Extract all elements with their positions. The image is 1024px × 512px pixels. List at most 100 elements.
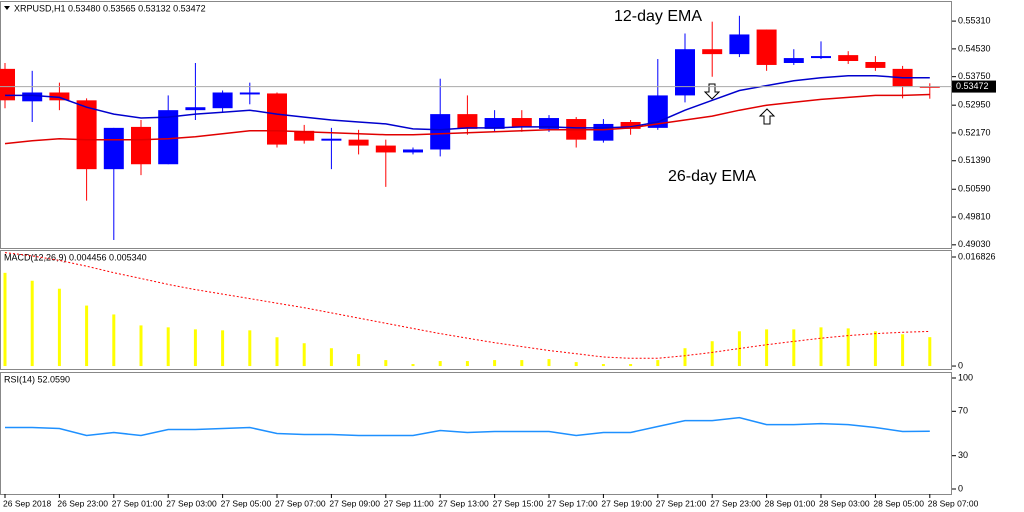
macd-bar (248, 330, 252, 367)
y-tick-label: 0 (958, 360, 963, 370)
macd-bar (438, 361, 442, 367)
macd-bar (574, 362, 578, 367)
panel-title: MACD(12,26,9) 0.004456 0.005340 (4, 252, 147, 262)
candle-body (484, 118, 505, 129)
ema-line (5, 74, 930, 131)
ema-line (4, 93, 930, 145)
macd-bar (384, 360, 388, 367)
y-tick-label: 0.52170 (958, 127, 991, 137)
x-tick-label: 28 Sep 01:00 (765, 498, 816, 508)
candle-body (103, 127, 124, 170)
x-tick-label: 27 Sep 21:00 (656, 498, 707, 508)
x-tick-label: 27 Sep 09:00 (329, 498, 380, 508)
y-tick-label: 100 (958, 372, 973, 382)
last-price-box (952, 80, 996, 93)
y-tick-label: 0.55310 (958, 15, 991, 25)
macd-bar (221, 330, 225, 367)
candle-body (539, 118, 559, 129)
annotation: 26-day EMA (668, 168, 756, 185)
signal-line (4, 252, 930, 359)
macd-bar (357, 354, 361, 367)
candle-body (675, 49, 695, 96)
price-panel (0, 1, 952, 249)
candle-body (294, 130, 315, 141)
menu-triangle[interactable] (4, 6, 10, 10)
x-tick-label: 27 Sep 07:00 (275, 498, 326, 508)
y-tick-label: 30 (958, 450, 968, 460)
candle-body (457, 114, 478, 129)
candle-body (620, 121, 641, 129)
macd-bar (493, 360, 497, 367)
y-tick-label: 0.54530 (958, 43, 991, 53)
macd-bar (547, 359, 551, 367)
macd-panel (0, 250, 952, 370)
candle-body (0, 68, 15, 101)
rsi-line (5, 416, 930, 437)
rsi-panel (0, 372, 952, 495)
candle-body (267, 93, 287, 145)
down-arrow (703, 83, 721, 100)
candle-body (811, 56, 831, 59)
x-tick-label: 27 Sep 15:00 (493, 498, 544, 508)
candle-body (593, 123, 614, 141)
macd-bar (873, 331, 877, 367)
candle-body (702, 49, 723, 55)
candle-body (185, 107, 206, 111)
macd-bar (792, 329, 796, 367)
macd-bar (57, 288, 61, 367)
y-tick-label: 0.49030 (958, 239, 991, 249)
y-tick-label: 0.52950 (958, 100, 991, 110)
candle-body (212, 92, 233, 109)
x-tick-label: 28 Sep 03:00 (819, 498, 870, 508)
candle-body (131, 126, 151, 165)
candle-body (76, 100, 97, 170)
macd-bar (846, 328, 850, 367)
last-price-label: 0.53472 (956, 81, 989, 91)
candle-body (729, 34, 750, 55)
x-tick-label: 28 Sep 07:00 (928, 498, 979, 508)
macd-bar (901, 334, 905, 367)
macd-bar (112, 314, 116, 367)
candle-body (838, 55, 859, 61)
macd-bar (85, 305, 89, 367)
macd-bar (193, 329, 197, 367)
candle-body (22, 92, 43, 102)
candle-body (375, 145, 396, 153)
candle-body (321, 138, 342, 141)
macd-bar (683, 348, 687, 367)
x-tick-label: 27 Sep 17:00 (547, 498, 598, 508)
panel-title: RSI(14) 52.0590 (4, 374, 70, 384)
macd-bar (139, 325, 143, 367)
x-tick-label: 27 Sep 11:00 (384, 498, 434, 508)
x-tick-label: 27 Sep 01:00 (112, 498, 163, 508)
macd-bar (656, 360, 660, 367)
macd-bar (928, 337, 932, 367)
y-tick-label: 0.49810 (958, 211, 991, 221)
x-tick-label: 26 Sep 2018 (3, 498, 51, 508)
x-tick-label: 28 Sep 05:00 (873, 498, 924, 508)
macd-bar (601, 364, 605, 367)
candle-body (49, 92, 70, 101)
annotation: 12-day EMA (614, 8, 702, 25)
macd-bar (302, 343, 306, 367)
up-arrow (758, 108, 776, 125)
macd-bar (629, 364, 633, 367)
candle-body (783, 58, 804, 63)
macd-bar (819, 327, 823, 367)
x-tick-label: 27 Sep 03:00 (166, 498, 217, 508)
candle-body (430, 114, 451, 150)
macd-bar (710, 341, 714, 367)
y-tick-label: 70 (958, 406, 968, 416)
y-tick-label: 0.50590 (958, 184, 991, 194)
macd-bar (329, 348, 333, 367)
macd-bar (30, 280, 34, 367)
x-tick-label: 27 Sep 23:00 (710, 498, 761, 508)
macd-bar (765, 329, 769, 367)
macd-bar (166, 327, 170, 367)
candle-body (403, 149, 423, 153)
candle-body (158, 110, 179, 165)
candle-body (348, 139, 369, 146)
x-tick-label: 27 Sep 05:00 (221, 498, 272, 508)
candle-body (756, 29, 777, 65)
